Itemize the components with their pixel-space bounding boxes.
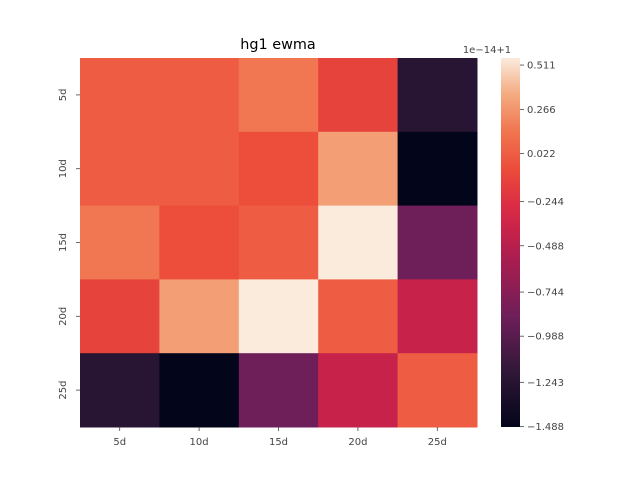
heatmap-cell-25d-15d [238, 353, 319, 428]
heatmap-cell-25d-10d [159, 353, 240, 428]
x-tick-label: 25d [428, 437, 447, 448]
colorbar-tick-label: −1.243 [527, 378, 564, 389]
y-tick-label: 20d [58, 307, 69, 326]
heatmap-cell-5d-5d [80, 58, 160, 133]
colorbar-tick-label: 0.511 [527, 61, 556, 72]
x-axis: 5d 10d 15d 20d 25d [113, 427, 447, 448]
colorbar-tick-label: −0.244 [527, 197, 564, 208]
heatmap-cell-20d-15d [238, 279, 319, 354]
x-tick-label: 10d [190, 437, 209, 448]
heatmap-cell-15d-10d [159, 205, 240, 280]
heatmap-cell-20d-5d [80, 279, 160, 354]
heatmap-cell-15d-5d [80, 205, 160, 280]
heatmap-cell-20d-10d [159, 279, 240, 354]
x-tick-label: 5d [113, 437, 126, 448]
colorbar-tick-label: −1.488 [527, 422, 564, 433]
x-tick-label: 20d [348, 437, 367, 448]
heatmap-cell-20d-25d [397, 279, 478, 354]
colorbar-gradient [501, 58, 520, 427]
y-tick-label: 5d [58, 89, 69, 102]
y-axis: 5d 10d 15d 20d 25d [58, 89, 80, 400]
colorbar-tick-label: −0.988 [527, 332, 564, 343]
heatmap-cell-5d-20d [318, 58, 399, 133]
heatmap-cell-25d-20d [318, 353, 399, 428]
heatmap-cell-15d-15d [238, 205, 319, 280]
colorbar-offset-label: 1e−14+1 [463, 45, 511, 56]
heatmap-cell-10d-20d [318, 131, 399, 207]
heatmap-cell-10d-25d [397, 131, 478, 207]
x-tick-label: 15d [269, 437, 288, 448]
heatmap-cell-10d-15d [238, 131, 319, 207]
heatmap-cell-5d-15d [238, 58, 319, 133]
y-tick-label: 15d [58, 233, 69, 252]
heatmap-cell-5d-10d [159, 58, 240, 133]
chart-title: hg1 ewma [240, 37, 315, 53]
colorbar-tick-label: 0.266 [527, 105, 556, 116]
y-tick-label: 10d [58, 159, 69, 178]
heatmap-cell-25d-25d [397, 353, 478, 428]
heatmap-cell-10d-5d [80, 131, 160, 207]
colorbar-tick-label: 0.022 [527, 149, 556, 160]
heatmap-cell-5d-25d [397, 58, 478, 133]
colorbar-tick-label: −0.744 [527, 288, 564, 299]
heatmap-cell-15d-20d [318, 205, 399, 280]
heatmap-cell-15d-25d [397, 205, 478, 280]
heatmap-cells [80, 58, 478, 428]
y-tick-label: 25d [58, 381, 69, 400]
heatmap-cell-20d-20d [318, 279, 399, 354]
heatmap-cell-25d-5d [80, 353, 160, 428]
colorbar-tick-label: −0.488 [527, 241, 564, 252]
heatmap-cell-10d-10d [159, 131, 240, 207]
colorbar: 0.511 0.266 0.022 −0.244 −0.488 −0.744 −0.988 −… [501, 58, 564, 433]
